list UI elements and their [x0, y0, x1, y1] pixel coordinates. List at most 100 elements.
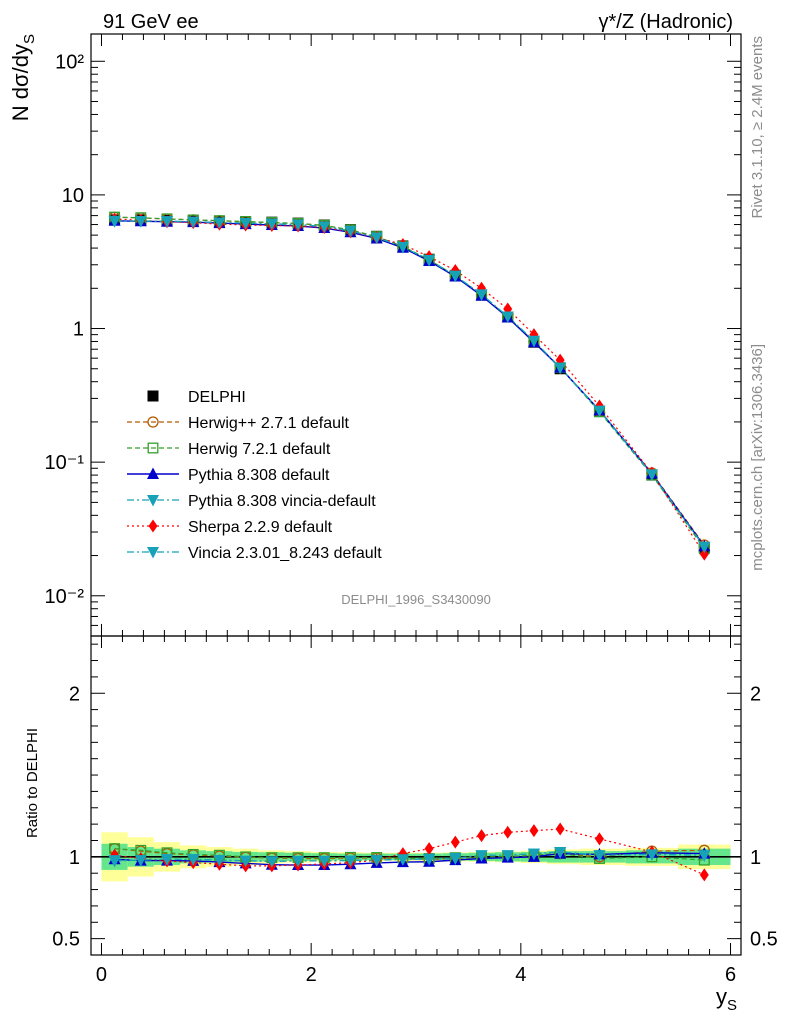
- x-axis-label: yS: [716, 984, 737, 1014]
- main-point-s6-2: [161, 216, 174, 228]
- ratio-y-tick-label-left-1: 1: [69, 847, 80, 869]
- main-series-markers: [108, 211, 711, 561]
- main-point-s6-8: [318, 221, 331, 234]
- main-point-s6-1: [134, 215, 147, 228]
- x-tick-label-4: 4: [515, 964, 526, 986]
- ratio-point-s5-4: [213, 855, 226, 867]
- ratio-point-s5-6: [265, 856, 278, 868]
- main-point-s6-9: [344, 225, 357, 238]
- x-axis-label-text: yS: [716, 984, 737, 1014]
- ratio-point-s5-20: [698, 850, 711, 862]
- main-point-s6-6: [265, 218, 278, 231]
- legend-marker-3: [147, 467, 159, 479]
- ratio-point-s5-5: [239, 855, 252, 868]
- main-point-s6-19: [645, 469, 658, 481]
- main-point-s6-7: [292, 219, 305, 232]
- side-label-version: Rivet 3.1.10, ≥ 2.4M events: [749, 36, 766, 219]
- ratio-point-s5-19: [645, 849, 658, 861]
- ratio-point-s5-14: [475, 850, 488, 862]
- main-point-s6-10: [370, 232, 383, 244]
- legend-label-3: Pythia 8.308 default: [188, 467, 330, 484]
- ratio-point-s4-15: [503, 825, 513, 839]
- main-point-s6-0: [108, 215, 121, 228]
- main-y-tick-label-1: 10⁻¹: [45, 452, 85, 474]
- main-point-s6-3: [187, 216, 200, 229]
- legend-marker-4: [147, 495, 159, 507]
- ratio-point-s5-7: [292, 855, 305, 868]
- ratio-line-series-4: [114, 828, 705, 876]
- main-point-s6-11: [396, 241, 409, 254]
- ratio-point-s5-12: [423, 853, 436, 866]
- main-point-s6-4: [213, 217, 226, 229]
- ratio-y-axis-label-text: Ratio to DELPHI: [24, 728, 41, 838]
- legend-label-1: Herwig++ 2.7.1 default: [188, 415, 350, 432]
- ratio-frame: [90, 635, 742, 956]
- ratio-point-s5-17: [554, 846, 567, 859]
- ratio-point-s4-20: [699, 868, 709, 882]
- ratio-point-s5-13: [449, 852, 462, 865]
- legend-label-4: Pythia 8.308 vincia-default: [188, 493, 376, 510]
- legend-label-0: DELPHI: [188, 389, 246, 406]
- main-point-s5-20: [699, 547, 709, 561]
- axes: 0 2 4 6 10⁻² 10⁻¹ 1 10 10² 0.5 0.5 1 1 2 2: [45, 33, 778, 986]
- main-y-axis-label-text: N dσ/dyS: [8, 34, 38, 121]
- main-point-s6-17: [554, 362, 567, 375]
- header-left: 91 GeV ee: [103, 11, 199, 33]
- main-point-s6-5: [239, 218, 252, 230]
- legend-marker-6: [147, 547, 159, 559]
- main-y-tick-label-4: 10²: [55, 51, 84, 73]
- legend-marker-0: [147, 390, 159, 402]
- ratio-point-s5-0: [108, 855, 121, 867]
- ratio-y-tick-label-right-2: 2: [750, 683, 761, 705]
- ratio-point-s4-12: [424, 842, 434, 856]
- ratio-line-series-5: [114, 851, 705, 862]
- ratio-y-tick-label-right-1: 1: [750, 847, 761, 869]
- main-y-tick-label-0: 10⁻²: [45, 586, 85, 608]
- ratio-y-axis-label: Ratio to DELPHI: [24, 728, 41, 838]
- ratio-point-s4-18: [594, 832, 604, 846]
- ratio-y-tick-label-right-0.5: 0.5: [750, 929, 778, 951]
- ratio-point-s5-3: [187, 854, 200, 866]
- main-point-s6-14: [475, 289, 488, 301]
- legend-label-5: Sherpa 2.2.9 default: [188, 519, 333, 536]
- legend-label-2: Herwig 7.2.1 default: [188, 441, 331, 458]
- analysis-label: DELPHI_1996_S3430090: [341, 592, 491, 607]
- ratio-series-markers: [108, 822, 711, 882]
- ratio-point-s4-17: [555, 822, 565, 836]
- ratio-point-s4-16: [529, 824, 539, 838]
- legend-label-6: Vincia 2.3.01_8.243 default: [188, 545, 382, 562]
- ratio-point-s5-2: [161, 854, 174, 866]
- ratio-point-s4-14: [477, 829, 487, 843]
- main-point-s6-13: [449, 270, 462, 283]
- ratio-point-s5-9: [344, 855, 357, 867]
- main-point-s6-12: [423, 254, 436, 267]
- ratio-point-s5-10: [370, 855, 383, 867]
- main-point-s6-18: [593, 405, 606, 418]
- header-right: γ*/Z (Hadronic): [599, 11, 733, 33]
- ratio-point-s5-1: [134, 855, 147, 867]
- x-tick-label-2: 2: [306, 964, 317, 986]
- ratio-point-s5-11: [396, 854, 409, 866]
- ratio-point-s5-8: [318, 855, 331, 868]
- ratio-point-s5-18: [593, 850, 606, 862]
- main-y-tick-label-2: 1: [73, 319, 84, 341]
- main-line-series-5: [114, 218, 705, 555]
- ratio-point-s5-16: [527, 848, 540, 861]
- legend: DELPHI Herwig++ 2.7.1 default Herwig 7.2.1…: [127, 389, 382, 562]
- main-y-axis-label: N dσ/dyS: [8, 34, 38, 121]
- main-point-s6-16: [527, 335, 540, 348]
- ratio-y-tick-label-left-0.5: 0.5: [52, 929, 80, 951]
- ratio-y-tick-label-left-2: 2: [69, 683, 80, 705]
- main-point-s6-15: [501, 311, 514, 324]
- ratio-point-s4-13: [450, 835, 460, 849]
- legend-marker-2: [147, 442, 159, 454]
- legend-marker-5: [148, 519, 158, 533]
- main-point-s6-20: [698, 541, 711, 554]
- ratio-point-s5-15: [501, 850, 514, 862]
- legend-marker-1: [147, 416, 159, 428]
- x-tick-label-6: 6: [725, 964, 736, 986]
- x-tick-label-0: 0: [96, 964, 107, 986]
- side-label-source: mcplots.cern.ch [arXiv:1306.3436]: [749, 344, 766, 571]
- main-y-tick-label-3: 10: [62, 185, 84, 207]
